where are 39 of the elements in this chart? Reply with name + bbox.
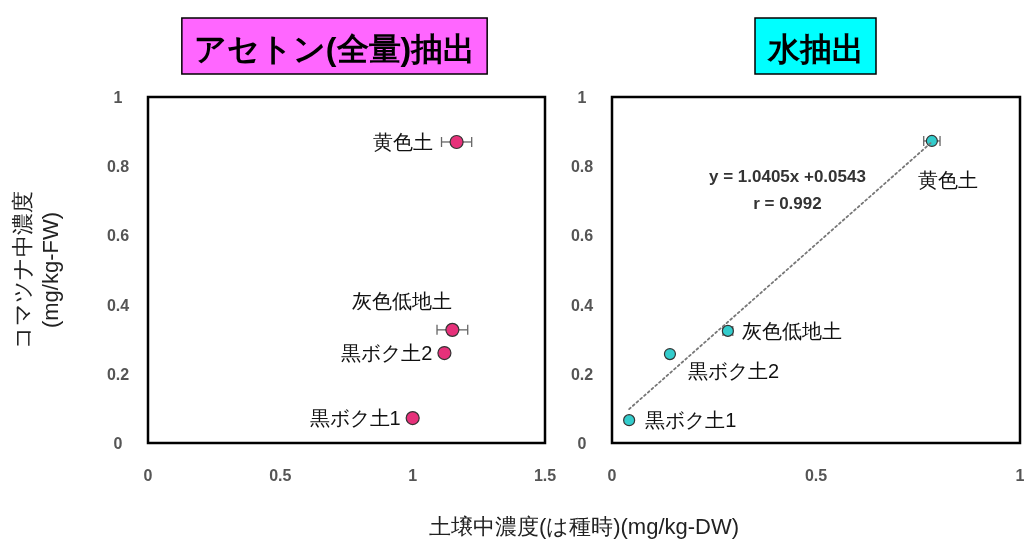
annotation: y = 1.0405x +0.0543 xyxy=(708,167,866,186)
x-tick-label: 1 xyxy=(1015,467,1025,484)
annotation: 黄色土 xyxy=(917,168,978,191)
annotation: 黒ボク土2 xyxy=(687,360,780,383)
x-tick-label: 0 xyxy=(143,467,153,484)
point xyxy=(623,414,636,427)
y-axis-title: コマツナ中濃度 (mg/kg-FW) xyxy=(10,191,63,349)
y-tick-label: 0.4 xyxy=(570,296,594,314)
x-tick-label: 0 xyxy=(607,467,617,484)
x-tick-label: 1.5 xyxy=(533,467,557,484)
y-tick-label: 0.6 xyxy=(106,227,130,245)
y-tick-label: 0.2 xyxy=(570,365,594,383)
point xyxy=(405,410,420,426)
y-tick-label: 0.6 xyxy=(570,227,594,245)
x-tick-label: 1 xyxy=(408,467,418,484)
point xyxy=(437,345,452,361)
annotation: 黄色土 xyxy=(372,130,433,153)
y-tick-label: 0.8 xyxy=(570,158,594,176)
point xyxy=(449,134,464,150)
point xyxy=(445,322,460,337)
y-tick-label: 1 xyxy=(113,89,123,106)
point xyxy=(663,347,677,361)
chart-title: 水抽出 xyxy=(767,31,864,67)
x-tick-label: 0.5 xyxy=(269,467,292,484)
annotation: 灰色低地土 xyxy=(352,289,453,312)
y-tick-label: 1 xyxy=(577,89,587,106)
annotation: 黒ボク土2 xyxy=(341,342,433,365)
annotation: 黒ボク土1 xyxy=(645,409,737,432)
y-tick-label: 0 xyxy=(577,435,587,452)
annotation: r = 0.992 xyxy=(753,194,822,213)
chart-title: アセトン(全量)抽出 xyxy=(193,31,476,67)
y-tick-label: 0.8 xyxy=(106,158,130,176)
x-axis-title: 土壌中濃度(は種時)(mg/kg-DW) xyxy=(428,514,740,539)
y-tick-label: 0 xyxy=(113,435,123,452)
y-tick-label: 0.2 xyxy=(106,365,130,383)
annotation: 灰色低地土 xyxy=(741,319,842,342)
x-tick-label: 0.5 xyxy=(804,467,828,484)
y-tick-label: 0.4 xyxy=(106,296,130,314)
annotation: 黒ボク土1 xyxy=(309,407,401,430)
